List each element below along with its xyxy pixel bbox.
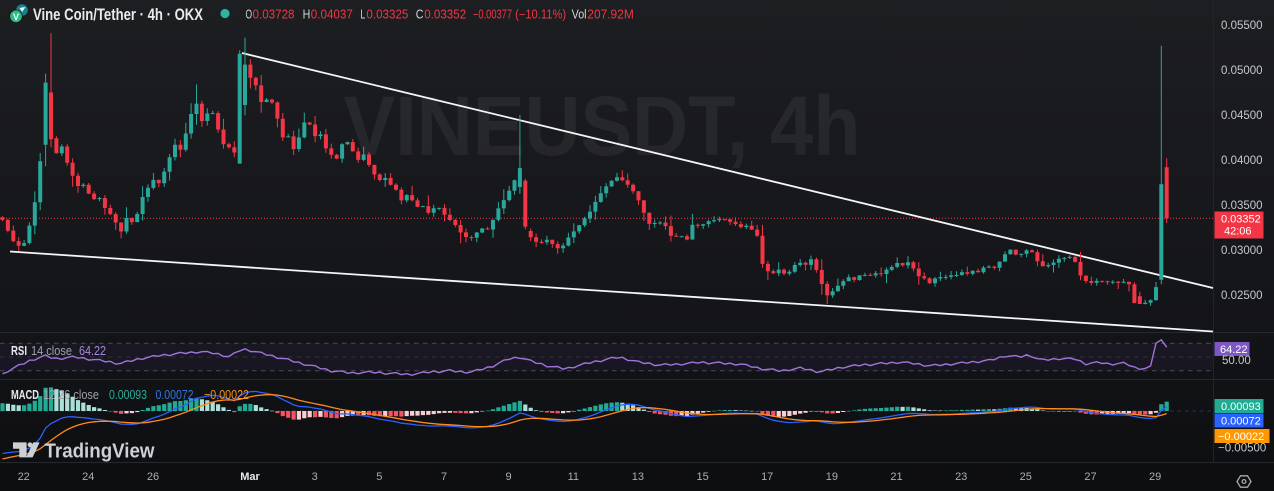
svg-text:−0.00377: −0.00377 bbox=[473, 8, 512, 22]
svg-text:(−10.11%): (−10.11%) bbox=[515, 8, 566, 22]
svg-text:13: 13 bbox=[632, 471, 644, 483]
svg-text:V: V bbox=[13, 12, 19, 22]
svg-text:0.04500: 0.04500 bbox=[1221, 110, 1263, 122]
svg-text:64.22: 64.22 bbox=[79, 343, 106, 358]
svg-text:O: O bbox=[246, 8, 253, 22]
svg-text:14 close: 14 close bbox=[31, 343, 72, 358]
svg-text:5: 5 bbox=[376, 471, 382, 483]
svg-text:0.03325: 0.03325 bbox=[366, 8, 408, 22]
svg-text:7: 7 bbox=[441, 471, 447, 483]
svg-text:H: H bbox=[303, 8, 311, 22]
svg-text:0.00093: 0.00093 bbox=[109, 387, 147, 402]
svg-text:0.05000: 0.05000 bbox=[1221, 65, 1263, 77]
svg-text:0.04000: 0.04000 bbox=[1221, 155, 1263, 167]
svg-text:−0.00022: −0.00022 bbox=[204, 387, 249, 402]
svg-text:L: L bbox=[360, 8, 365, 22]
svg-text:29: 29 bbox=[1149, 471, 1161, 483]
svg-text:27: 27 bbox=[1084, 471, 1096, 483]
svg-text:0.02500: 0.02500 bbox=[1221, 290, 1263, 302]
svg-text:9: 9 bbox=[506, 471, 512, 483]
svg-text:11: 11 bbox=[568, 471, 579, 483]
svg-text:12 26 close: 12 26 close bbox=[43, 387, 99, 402]
svg-text:26: 26 bbox=[147, 471, 159, 483]
svg-text:0.03352: 0.03352 bbox=[424, 8, 466, 22]
svg-text:22: 22 bbox=[18, 471, 30, 483]
svg-text:Mar: Mar bbox=[240, 471, 260, 483]
svg-text:0.03728: 0.03728 bbox=[253, 8, 295, 22]
svg-text:TradingView: TradingView bbox=[45, 440, 155, 462]
svg-text:−0.00022: −0.00022 bbox=[1218, 431, 1264, 443]
svg-text:19: 19 bbox=[826, 471, 838, 483]
svg-text:64.22: 64.22 bbox=[1220, 344, 1248, 356]
svg-text:0.00072: 0.00072 bbox=[156, 387, 194, 402]
svg-text:50.00: 50.00 bbox=[1222, 355, 1251, 367]
svg-text:0.03000: 0.03000 bbox=[1221, 245, 1263, 257]
svg-text:0.04037: 0.04037 bbox=[311, 8, 353, 22]
svg-text:0.03352: 0.03352 bbox=[1221, 214, 1261, 226]
svg-text:Vol: Vol bbox=[572, 8, 587, 22]
svg-text:42:06: 42:06 bbox=[1224, 226, 1252, 238]
svg-text:C: C bbox=[416, 8, 424, 22]
svg-text:207.92M: 207.92M bbox=[587, 8, 634, 22]
svg-text:21: 21 bbox=[890, 471, 902, 483]
svg-text:23: 23 bbox=[955, 471, 967, 483]
svg-text:0.00072: 0.00072 bbox=[1221, 416, 1261, 428]
svg-text:24: 24 bbox=[82, 471, 94, 483]
svg-text:15: 15 bbox=[696, 471, 708, 483]
svg-text:Vine Coin/Tether · 4h · OKX: Vine Coin/Tether · 4h · OKX bbox=[33, 5, 204, 24]
svg-text:17: 17 bbox=[761, 471, 773, 483]
svg-text:0.00093: 0.00093 bbox=[1221, 401, 1261, 413]
svg-text:MACD: MACD bbox=[11, 387, 39, 402]
svg-text:VINEUSDT, 4h: VINEUSDT, 4h bbox=[344, 79, 861, 173]
svg-text:RSI: RSI bbox=[11, 343, 27, 358]
svg-text:−0.00500: −0.00500 bbox=[1218, 443, 1266, 455]
svg-text:25: 25 bbox=[1020, 471, 1032, 483]
svg-text:0.03500: 0.03500 bbox=[1221, 200, 1263, 212]
svg-text:0.05500: 0.05500 bbox=[1221, 20, 1263, 32]
svg-text:3: 3 bbox=[312, 471, 318, 483]
